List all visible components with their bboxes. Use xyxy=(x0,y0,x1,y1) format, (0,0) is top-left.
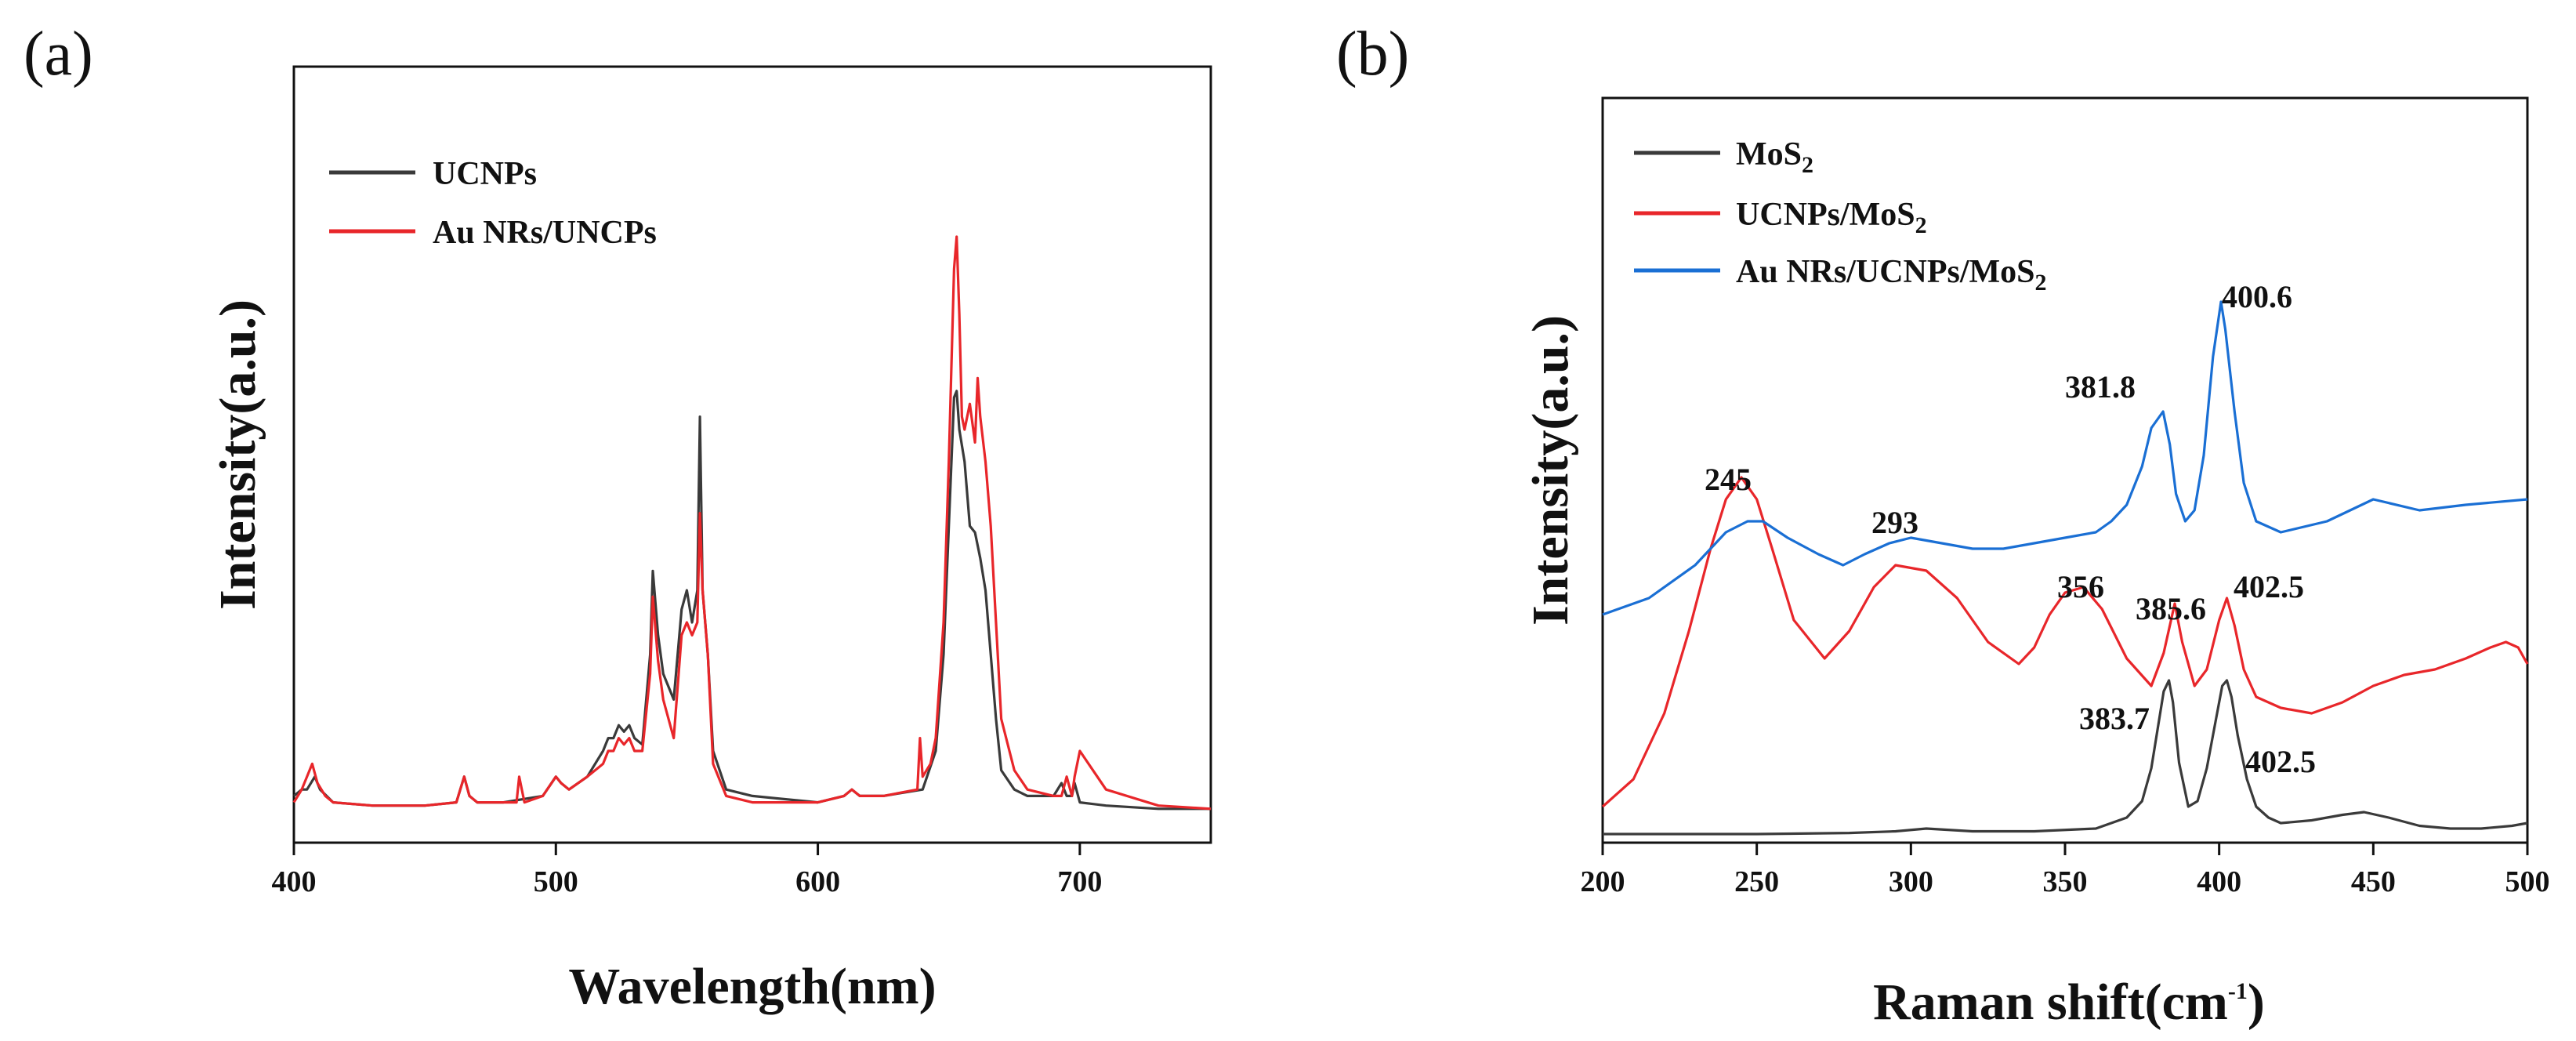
annotation-400-6: 400.6 xyxy=(2222,279,2292,314)
panel-a-y-axis-title: Intensity(a.u.) xyxy=(209,299,266,610)
panel-a-plot-frame xyxy=(292,65,1212,844)
panel-a-legend: UCNPs Au NRs/UNCPs xyxy=(329,156,657,251)
series-line-ucnps xyxy=(292,390,1211,811)
x-tick-label-400: 400 xyxy=(272,865,317,898)
legend-label-au-nrs-ucnps-mos2: Au NRs/UCNPs/MoS2 xyxy=(1736,254,2047,296)
series-line-mos2 xyxy=(1603,679,2528,836)
x-tick-label-400: 400 xyxy=(2197,865,2241,898)
panel-b-x-ticks: 200 250 300 350 400 450 500 xyxy=(1581,843,2550,898)
annotation-385-6: 385.6 xyxy=(2136,591,2206,626)
x-tick-label-500: 500 xyxy=(534,865,578,898)
x-tick-label-200: 200 xyxy=(1581,865,1625,898)
panel-b-series xyxy=(1601,300,2529,836)
x-tick-label-500: 500 xyxy=(2505,865,2550,898)
panel-a-x-ticks: 400 500 600 700 xyxy=(272,843,1102,898)
annotation-381-8: 381.8 xyxy=(2065,369,2136,404)
panel-a-series xyxy=(292,235,1212,811)
panel-b-x-axis-title: Raman shift(cm-1) xyxy=(1873,974,2265,1031)
annotation-383-7: 383.7 xyxy=(2079,701,2150,736)
annotation-402-5-ucnps: 402.5 xyxy=(2234,569,2304,604)
series-line-au-nrs-uncps xyxy=(292,235,1212,811)
series-line-au-nrs-ucnps-mos2 xyxy=(1602,300,2528,616)
panel-a-x-axis-title: Wavelength(nm) xyxy=(568,958,936,1015)
legend-label-au-nrs-uncps: Au NRs/UNCPs xyxy=(433,215,657,251)
annotation-402-5-mos2: 402.5 xyxy=(2245,744,2316,779)
panel-b-legend: MoS2 UCNPs/MoS2 Au NRs/UCNPs/MoS2 xyxy=(1634,136,2047,296)
legend-label-ucnps-mos2: UCNPs/MoS2 xyxy=(1736,197,1927,238)
panel-a: (a) 400 500 600 700 UCNPs Au NRs/UNCPs Wave… xyxy=(24,20,1212,1015)
x-tick-label-250: 250 xyxy=(1734,865,1779,898)
panel-a-label: (a) xyxy=(24,20,93,89)
panel-b-label: (b) xyxy=(1336,20,1409,89)
x-tick-label-600: 600 xyxy=(795,865,840,898)
x-tick-label-300: 300 xyxy=(1889,865,1933,898)
legend-label-mos2: MoS2 xyxy=(1736,136,1813,178)
panel-b: (b) 200 250 300 350 400 450 500 MoS2 UCNPs/MoS… xyxy=(1336,20,2550,1031)
legend-label-ucnps: UCNPs xyxy=(433,156,537,192)
panel-b-y-axis-title: Intensity(a.u.) xyxy=(1522,315,1579,626)
panel-b-annotations: 245 293 356 385.6 402.5 381.8 400.6 383.… xyxy=(1705,279,2316,779)
x-tick-label-450: 450 xyxy=(2351,865,2396,898)
series-line-ucnps-mos2 xyxy=(1601,476,2529,808)
annotation-356: 356 xyxy=(2057,569,2104,604)
x-tick-label-700: 700 xyxy=(1057,865,1102,898)
x-tick-label-350: 350 xyxy=(2043,865,2088,898)
annotation-245: 245 xyxy=(1705,462,1752,497)
annotation-293: 293 xyxy=(1871,505,1918,540)
